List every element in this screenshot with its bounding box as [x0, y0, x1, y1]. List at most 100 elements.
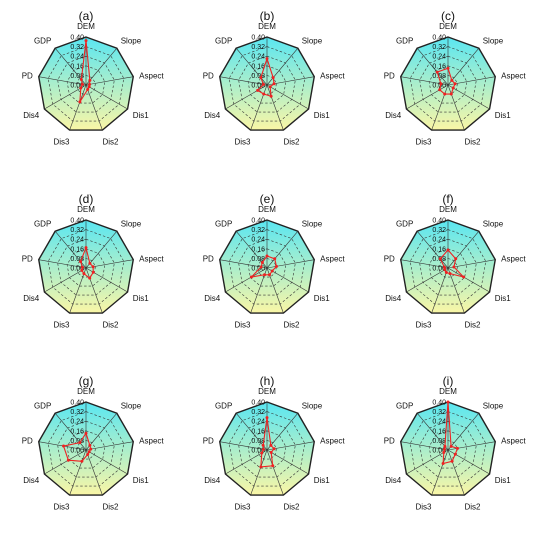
radar-data-point [455, 446, 459, 450]
radar-panel: 0.00 0.08 0.16 0.24 0.32 0.40 DEM Slope Aspect Di… [384, 9, 527, 147]
radar-grid-ring [66, 248, 106, 287]
radar-panel-label: (i) [443, 374, 454, 388]
radar-axis-label: GDP [215, 402, 232, 411]
radar-tick-label: 0.08 [70, 73, 84, 80]
radar-axis-label: GDP [34, 37, 51, 46]
radar-data-point [450, 78, 454, 82]
radar-spoke [44, 267, 87, 293]
radar-grid-ring [47, 46, 125, 122]
radar-spoke [447, 84, 490, 110]
radar-data-point [79, 86, 83, 90]
radar-series-line [439, 249, 466, 278]
radar-tick-label: 0.16 [251, 63, 265, 70]
radar-data-point [450, 459, 454, 463]
radar-axis-label: Dis3 [235, 503, 252, 512]
radar-axis-label: Dis3 [416, 138, 433, 147]
radar-data-point [454, 257, 458, 261]
radar-data-point [263, 273, 267, 277]
radar-tick-label: 0.32 [251, 409, 265, 416]
radar-data-point [91, 265, 95, 269]
radar-data-point [82, 272, 86, 276]
radar-axis-label: Slope [483, 220, 504, 229]
radar-data-point [91, 270, 95, 274]
radar-spoke [85, 48, 118, 86]
radar-data-point [259, 265, 263, 269]
radar-data-point [272, 82, 276, 86]
radar-data-point [62, 444, 66, 448]
radar-grid-ring [76, 440, 96, 460]
radar-tick-label: 0.16 [251, 246, 265, 253]
radar-axis-label: GDP [396, 402, 413, 411]
radar-spoke [85, 84, 103, 131]
radar-axis-label: Dis1 [133, 111, 150, 120]
radar-tick-label: 0.00 [432, 83, 446, 90]
radar-data-point [448, 272, 452, 276]
radar-tick-label: 0.08 [251, 256, 265, 263]
radar-tick-label: 0.00 [70, 83, 84, 90]
radar-axis-label: DEM [77, 387, 95, 396]
radar-axis-label: Dis3 [54, 321, 71, 330]
radar-series-line [79, 40, 91, 103]
radar-data-point [262, 92, 266, 96]
radar-axis-label: GDP [396, 220, 413, 229]
radar-axis-label: Dis4 [23, 294, 40, 303]
radar-data-point [439, 82, 443, 86]
radar-panel: 0.00 0.08 0.16 0.24 0.32 0.40 DEM Slope Aspect Di… [22, 374, 165, 512]
radar-spoke [416, 413, 449, 451]
radar-spoke [416, 231, 449, 269]
radar-spoke [431, 267, 449, 314]
radar-grid-ring [228, 46, 306, 122]
radar-data-point [86, 453, 90, 457]
radar-spoke [447, 267, 465, 314]
radar-spoke [235, 413, 268, 451]
radar-axis-label: Dis3 [235, 138, 252, 147]
radar-spoke [250, 449, 268, 496]
radar-tick-label: 0.40 [432, 35, 446, 42]
radar-data-point [80, 459, 84, 463]
radar-tick-label: 0.24 [432, 237, 446, 244]
radar-grid-ring [409, 46, 487, 122]
panel-grid: 0.00 0.08 0.16 0.24 0.32 0.40 DEM Slope Aspect Di… [22, 9, 527, 512]
radar-data-point [453, 452, 457, 456]
radar-tick-label: 0.24 [432, 54, 446, 61]
radar-axis-label: Dis4 [385, 294, 402, 303]
radar-grid-ring [247, 65, 287, 104]
radar-tick-label: 0.16 [432, 63, 446, 70]
radar-data-point [444, 271, 448, 275]
radar-axis-label: DEM [77, 205, 95, 214]
radar-spoke [69, 449, 87, 496]
radar-axis-label: Aspect [139, 255, 164, 264]
radar-data-point [462, 275, 466, 279]
radar-tick-label: 0.32 [70, 44, 84, 51]
radar-spoke [85, 441, 134, 451]
radar-data-point [259, 465, 263, 469]
radar-spoke [85, 413, 118, 451]
radar-axis-label: Dis1 [314, 111, 331, 120]
radar-data-point [442, 447, 446, 451]
radar-axis-label: Dis2 [102, 321, 119, 330]
radar-axis-label: DEM [258, 22, 276, 31]
radar-spoke [447, 84, 465, 131]
radar-spoke [85, 449, 128, 475]
radar-grid-ring [257, 258, 277, 278]
radar-data-point [88, 276, 92, 280]
radar-series-line [62, 431, 92, 462]
radar-data-point [87, 85, 91, 89]
radar-axis-label: Slope [302, 402, 323, 411]
radar-tick-label: 0.40 [70, 218, 84, 225]
radar-data-point [79, 260, 83, 264]
radar-axis-label: DEM [258, 387, 276, 396]
radar-tick-label: 0.08 [251, 438, 265, 445]
radar-grid-ring [76, 258, 96, 278]
radar-series-line [249, 255, 278, 278]
radar-axis-label: Dis2 [283, 321, 300, 330]
radar-tick-label: 0.08 [70, 256, 84, 263]
radar-data-point [66, 458, 70, 462]
radar-spoke [266, 259, 315, 269]
radar-axis-label: Aspect [320, 72, 345, 81]
radar-series-line [436, 67, 456, 95]
radar-axis-label: Dis4 [204, 476, 221, 485]
radar-grid-ring [247, 430, 287, 469]
radar-grid-ring [409, 229, 487, 305]
radar-spoke [85, 231, 118, 269]
